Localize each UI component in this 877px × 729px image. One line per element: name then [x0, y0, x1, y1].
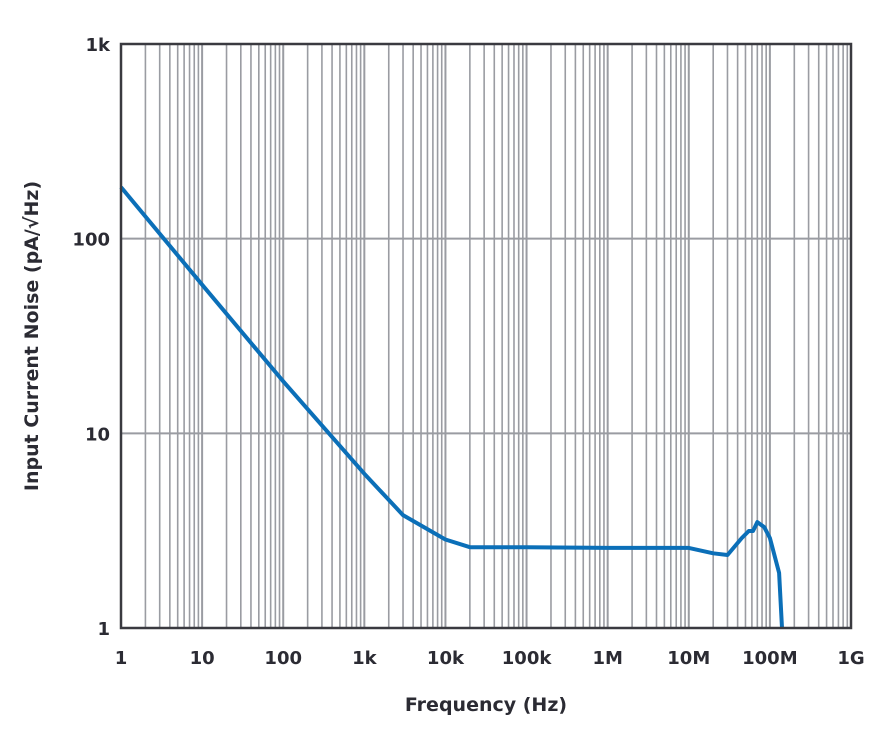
series-line-input-current-noise — [119, 185, 784, 629]
y-tick-labels: 1 10 100 1k — [72, 35, 111, 640]
y-tick-label: 1 — [97, 619, 110, 640]
x-axis-label: Frequency (Hz) — [405, 694, 567, 716]
y-tick-label: 1k — [86, 35, 112, 56]
plot-frame — [119, 42, 853, 630]
x-tick-labels: 1 10 100 1k 10k 100k 1M 10M 100M 1G — [115, 648, 865, 669]
x-tick-label: 10M — [667, 648, 710, 669]
x-tick-label: 1G — [837, 648, 864, 669]
x-tick-label: 10 — [190, 648, 215, 669]
x-tick-label: 100M — [742, 648, 798, 669]
x-tick-label: 1k — [352, 648, 378, 669]
grid — [120, 43, 851, 629]
x-tick-label: 1 — [115, 648, 128, 669]
x-tick-label: 1M — [592, 648, 622, 669]
x-tick-label: 10k — [427, 648, 465, 669]
y-axis-label: Input Current Noise (pA/√Hz) — [21, 181, 43, 491]
x-tick-label: 100k — [502, 648, 553, 669]
x-tick-label: 100 — [264, 648, 302, 669]
y-tick-label: 100 — [72, 230, 110, 251]
y-tick-label: 10 — [85, 424, 110, 445]
